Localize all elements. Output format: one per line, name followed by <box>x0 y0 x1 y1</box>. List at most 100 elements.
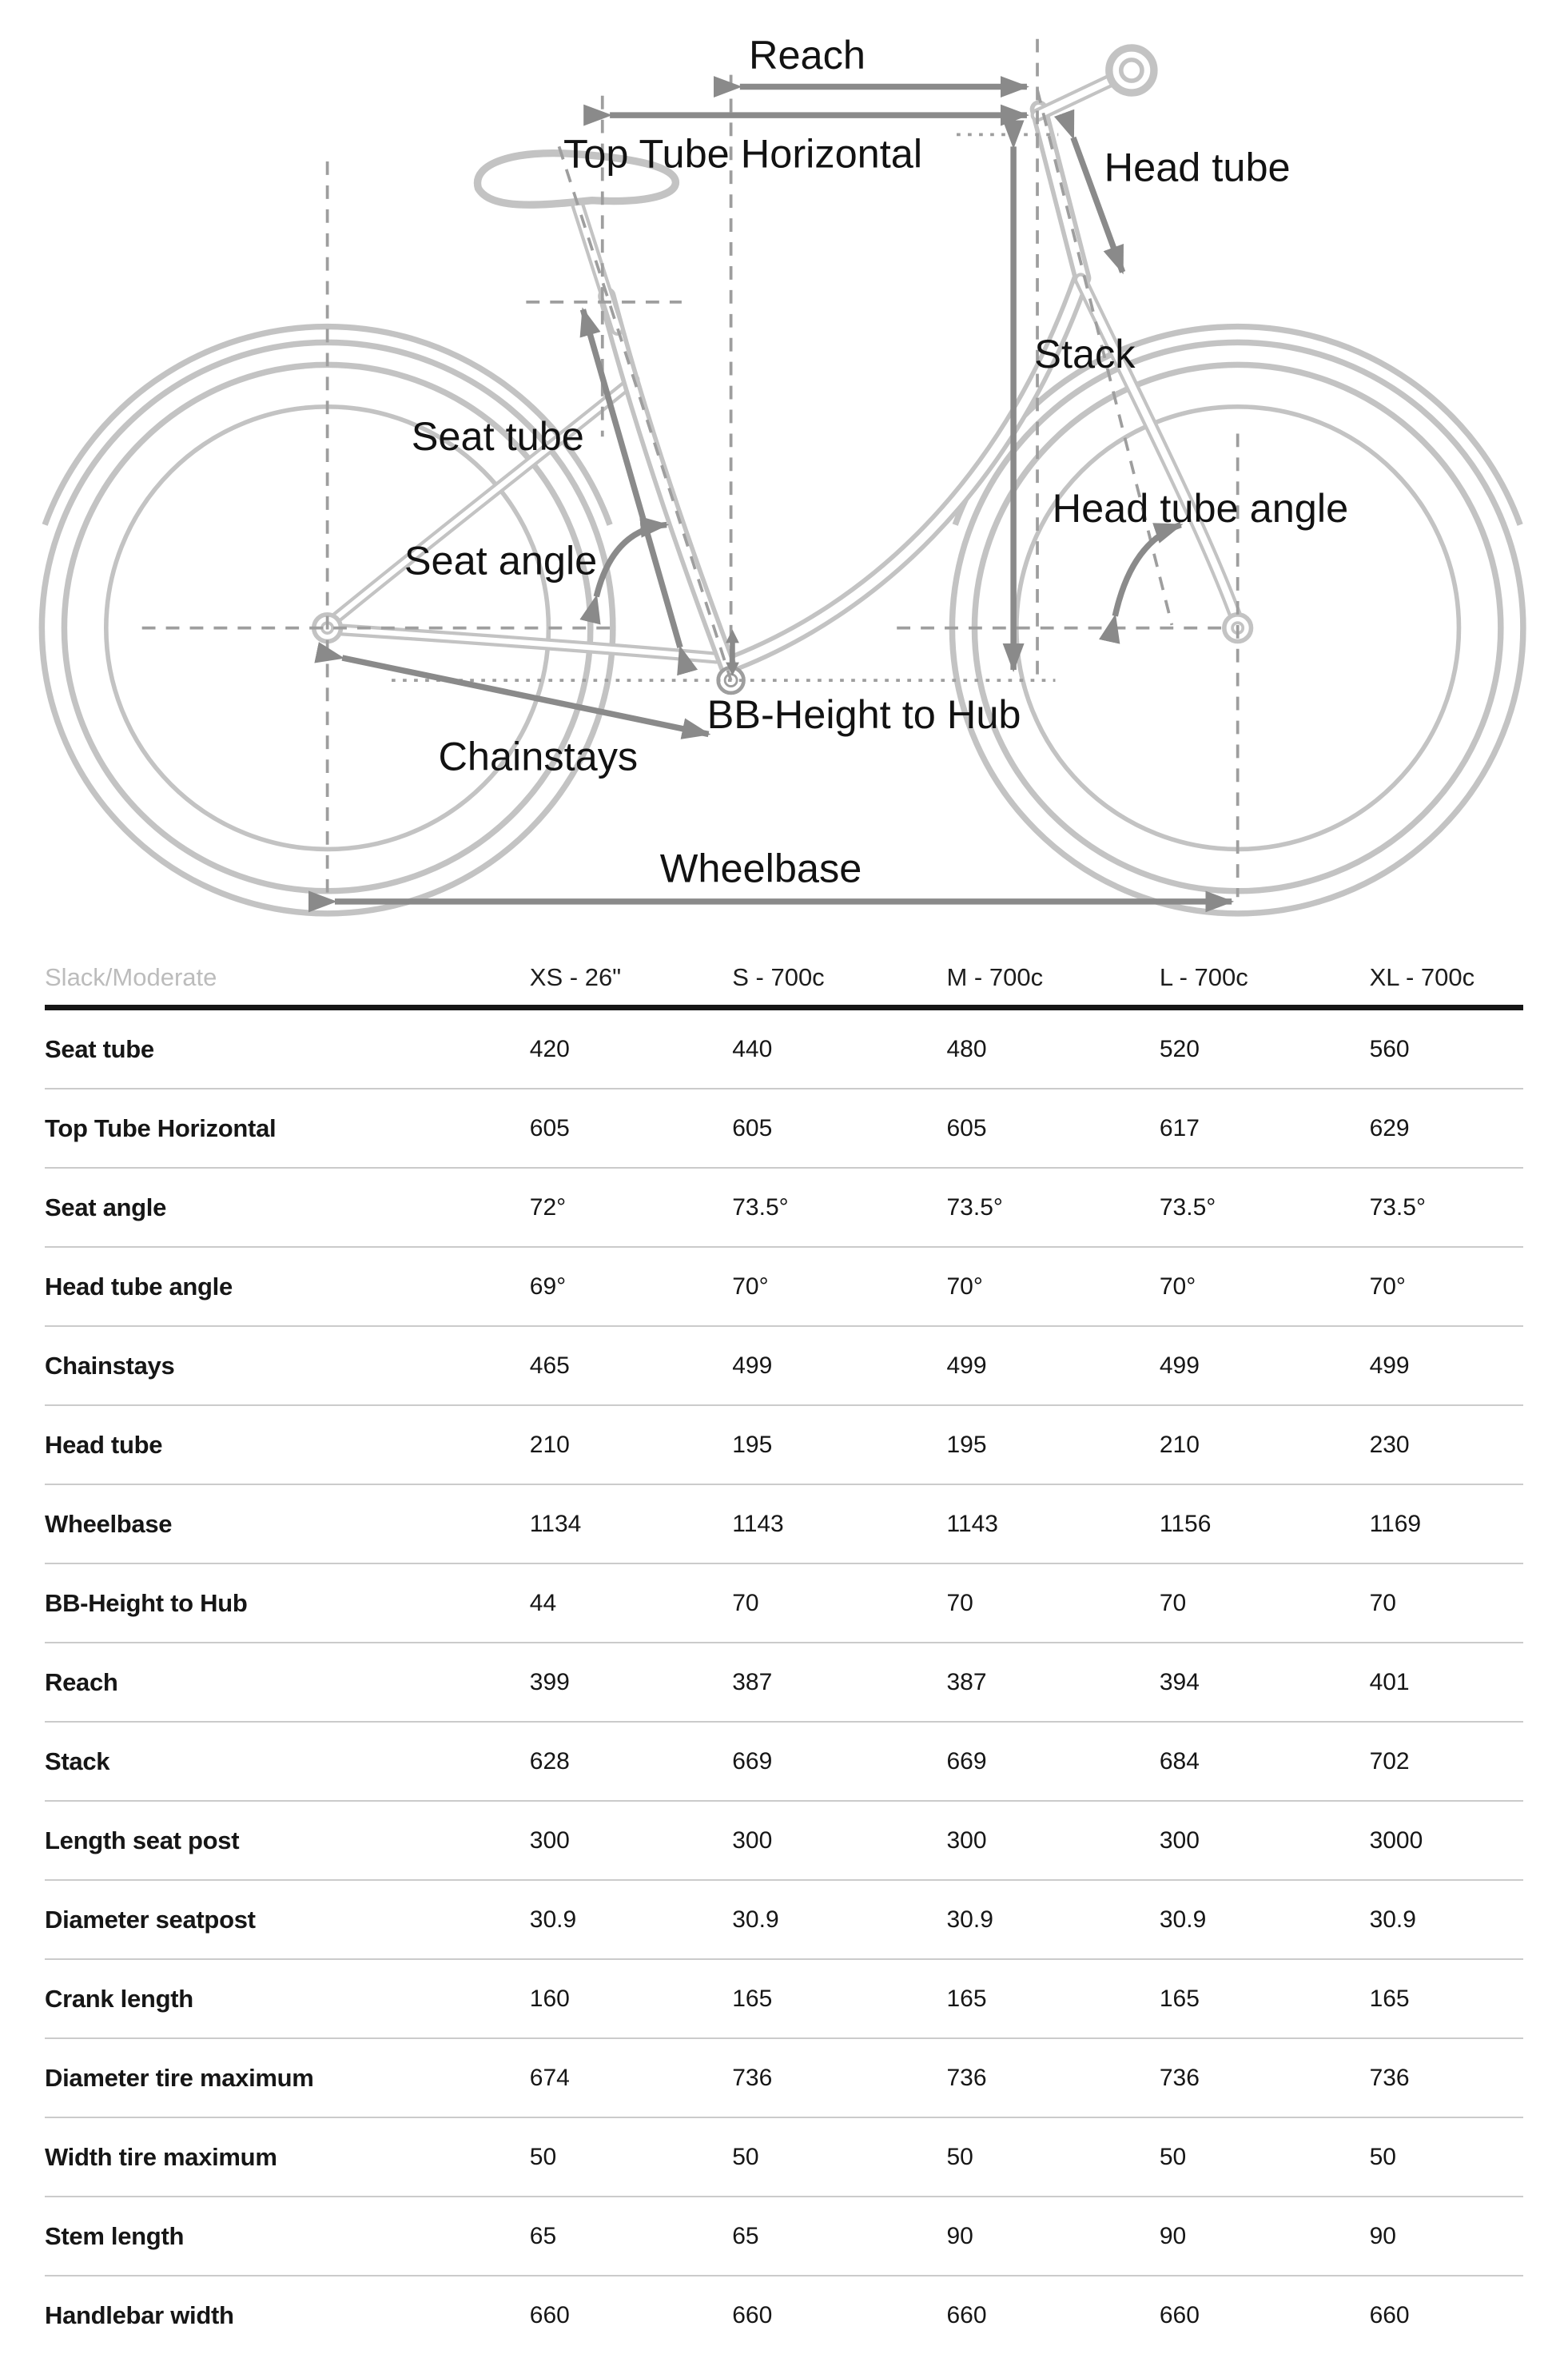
table-row: Handlebar width 660 660 660 660 660 <box>45 2275 1523 2354</box>
row-value: 300 <box>946 1826 987 1854</box>
row-value: 70° <box>1159 1273 1196 1300</box>
row-value: 65 <box>732 2222 759 2249</box>
column-header-l: L - 700c <box>1159 963 1248 991</box>
row-value: 669 <box>946 1747 987 1774</box>
row-value: 165 <box>1159 1985 1200 2012</box>
row-value: 70 <box>1159 1589 1187 1616</box>
row-value: 736 <box>1159 2064 1200 2091</box>
row-value: 684 <box>1159 1747 1200 1774</box>
row-value: 30.9 <box>529 1906 577 1933</box>
row-value: 50 <box>529 2143 557 2170</box>
row-value: 50 <box>946 2143 973 2170</box>
row-label: Wheelbase <box>45 1509 173 1538</box>
table-row: Wheelbase 1134 1143 1143 1156 1169 <box>45 1484 1523 1563</box>
row-value: 230 <box>1369 1431 1410 1458</box>
row-value: 300 <box>732 1826 773 1854</box>
row-value: 1143 <box>732 1510 784 1537</box>
table-row: BB-Height to Hub 44 70 70 70 70 <box>45 1563 1523 1642</box>
row-value: 210 <box>529 1431 570 1458</box>
row-value: 660 <box>1159 2301 1200 2328</box>
row-value: 660 <box>1369 2301 1410 2328</box>
table-row: Crank length 160 165 165 165 165 <box>45 1958 1523 2037</box>
row-value: 73.5° <box>946 1193 1003 1221</box>
row-value: 736 <box>946 2064 987 2091</box>
label-head-tube: Head tube <box>1104 144 1291 189</box>
row-value: 160 <box>529 1985 570 2012</box>
row-value: 90 <box>1159 2222 1187 2249</box>
table-corner-label: Slack/Moderate <box>45 963 217 991</box>
row-label: Stack <box>45 1747 110 1775</box>
column-header-s: S - 700c <box>732 963 825 991</box>
row-value: 30.9 <box>1159 1906 1207 1933</box>
column-header-xs: XS - 26" <box>529 963 622 991</box>
row-value: 736 <box>732 2064 773 2091</box>
row-label: Stem length <box>45 2221 185 2250</box>
row-value: 73.5° <box>1369 1193 1426 1221</box>
label-top-tube: Top Tube Horizontal <box>563 131 922 177</box>
row-value: 499 <box>732 1352 773 1379</box>
label-wheelbase: Wheelbase <box>660 846 862 891</box>
row-value: 72° <box>529 1193 567 1221</box>
row-label: Diameter tire maximum <box>45 2063 314 2092</box>
row-value: 736 <box>1369 2064 1410 2091</box>
table-row: Diameter tire maximum 674 736 736 736 736 <box>45 2037 1523 2117</box>
geometry-table-header: Slack/Moderate XS - 26" S - 700c M - 700… <box>45 924 1523 1010</box>
row-value: 90 <box>1369 2222 1396 2249</box>
table-row: Width tire maximum 50 50 50 50 50 <box>45 2117 1523 2196</box>
label-bb-height: BB-Height to Hub <box>707 691 1021 737</box>
row-value: 560 <box>1369 1035 1410 1062</box>
row-value: 3000 <box>1369 1826 1423 1854</box>
label-head-tube-angle: Head tube angle <box>1053 485 1349 531</box>
table-row: Chainstays 465 499 499 499 499 <box>45 1325 1523 1404</box>
row-value: 628 <box>529 1747 570 1774</box>
row-value: 70° <box>1369 1273 1406 1300</box>
chainstays-arrow <box>314 642 711 739</box>
row-value: 387 <box>732 1668 773 1695</box>
row-value: 1156 <box>1159 1510 1212 1537</box>
table-row: Length seat post 300 300 300 300 3000 <box>45 1800 1523 1879</box>
row-value: 1143 <box>946 1510 998 1537</box>
bike-geometry-diagram: Reach Top Tube Horizontal Head tube Stac… <box>0 0 1568 924</box>
row-value: 605 <box>732 1114 773 1141</box>
row-value: 50 <box>732 2143 759 2170</box>
table-row: Seat angle 72° 73.5° 73.5° 73.5° 73.5° <box>45 1167 1523 1246</box>
row-value: 499 <box>1369 1352 1410 1379</box>
row-label: Handlebar width <box>45 2300 234 2329</box>
table-row: Reach 399 387 387 394 401 <box>45 1642 1523 1721</box>
row-value: 195 <box>732 1431 773 1458</box>
row-value: 1169 <box>1369 1510 1422 1537</box>
row-value: 165 <box>946 1985 987 2012</box>
diagram-labels: Reach Top Tube Horizontal Head tube Stac… <box>404 32 1348 890</box>
row-value: 605 <box>946 1114 987 1141</box>
row-value: 499 <box>946 1352 987 1379</box>
row-value: 69° <box>529 1273 567 1300</box>
geometry-table-body: Seat tube 420 440 480 520 560 Top Tube Horizon… <box>45 1010 1523 2354</box>
row-label: Crank length <box>45 1984 193 2013</box>
row-value: 70 <box>1369 1589 1396 1616</box>
row-value: 30.9 <box>946 1906 993 1933</box>
row-label: Reach <box>45 1667 118 1696</box>
table-row: Stack 628 669 669 684 702 <box>45 1721 1523 1800</box>
row-value: 660 <box>529 2301 570 2328</box>
label-reach: Reach <box>749 32 866 78</box>
table-row: Stem length 65 65 90 90 90 <box>45 2196 1523 2275</box>
bb-height-arrow <box>726 629 739 676</box>
row-value: 674 <box>529 2064 570 2091</box>
row-value: 660 <box>946 2301 987 2328</box>
row-label: Head tube angle <box>45 1272 233 1301</box>
seat-axis-line <box>557 145 733 681</box>
row-label: Length seat post <box>45 1826 240 1854</box>
row-value: 387 <box>946 1668 987 1695</box>
row-value: 210 <box>1159 1431 1200 1458</box>
row-value: 90 <box>946 2222 973 2249</box>
row-value: 50 <box>1159 2143 1187 2170</box>
table-row: Head tube angle 69° 70° 70° 70° 70° <box>45 1246 1523 1325</box>
row-value: 499 <box>1159 1352 1200 1379</box>
head-tube-arrow <box>1053 109 1126 275</box>
label-seat-tube: Seat tube <box>412 413 584 459</box>
rear-fender <box>42 323 613 526</box>
measurement-arrows <box>308 76 1235 913</box>
table-row: Top Tube Horizontal 605 605 605 617 629 <box>45 1088 1523 1167</box>
bike-diagram-svg: Reach Top Tube Horizontal Head tube Stac… <box>38 32 1526 917</box>
row-value: 394 <box>1159 1668 1200 1695</box>
